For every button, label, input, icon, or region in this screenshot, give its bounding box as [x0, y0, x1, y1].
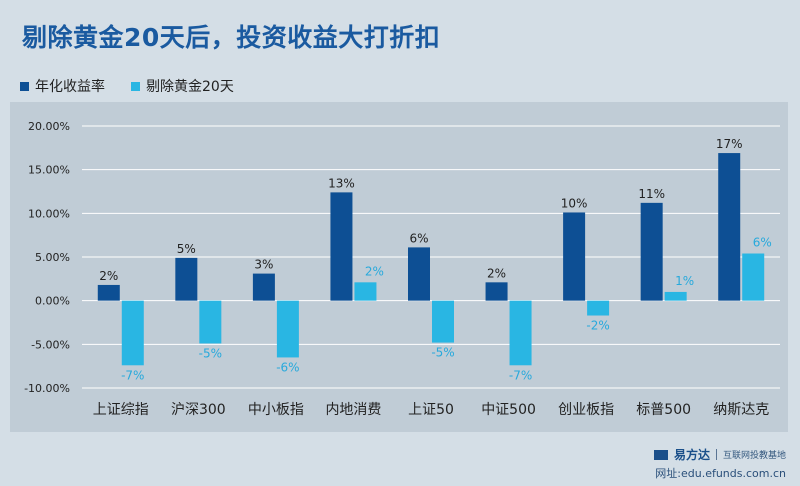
- legend-item-series1: 年化收益率: [20, 76, 105, 96]
- legend-item-series2: 剔除黄金20天: [131, 76, 234, 96]
- chart-title: 剔除黄金20天后，投资收益大打折扣: [22, 23, 441, 52]
- data-label-series2: -6%: [276, 360, 299, 374]
- legend-label-series1: 年化收益率: [35, 79, 105, 95]
- bar-series2: [587, 300, 610, 316]
- bar-series1: [97, 284, 120, 301]
- data-label-series2: 2%: [365, 264, 384, 278]
- x-category-label: 纳斯达克: [713, 402, 769, 418]
- x-category-label: 标普500: [636, 402, 691, 418]
- y-tick-label: 0.00%: [35, 295, 70, 308]
- y-tick-label: 10.00%: [28, 207, 70, 220]
- data-label-series1: 17%: [716, 137, 743, 151]
- bar-series1: [175, 257, 198, 301]
- legend-label-series2: 剔除黄金20天: [146, 79, 234, 95]
- x-category-label: 中证500: [481, 402, 536, 418]
- x-category-label: 上证综指: [93, 402, 149, 418]
- bar-series2: [664, 291, 687, 301]
- x-category-label: 创业板指: [558, 402, 614, 418]
- data-label-series2: -2%: [586, 319, 609, 333]
- bar-series1: [408, 247, 430, 301]
- y-tick-label: -10.00%: [24, 382, 70, 395]
- bar-series1: [330, 192, 353, 301]
- y-tick-label: 15.00%: [28, 164, 70, 177]
- bar-series2: [742, 253, 765, 301]
- legend-swatch-series2: [131, 81, 140, 91]
- x-category-label: 内地消费: [325, 402, 381, 418]
- data-label-series2: 1%: [675, 274, 694, 288]
- x-category-label: 上证50: [408, 402, 454, 418]
- legend-swatch-series1: [20, 81, 29, 91]
- logo-icon: [653, 449, 668, 460]
- data-label-series1: 10%: [561, 196, 588, 210]
- footer-url: 网址:edu.efunds.com.cn: [655, 467, 786, 480]
- legend: 年化收益率 剔除黄金20天: [20, 76, 234, 96]
- data-label-series1: 3%: [254, 258, 273, 272]
- y-tick-label: -5.00%: [31, 338, 70, 351]
- logo-divider: [715, 449, 717, 460]
- bar-series1: [485, 282, 508, 301]
- data-label-series2: -5%: [199, 346, 222, 360]
- bar-series1: [718, 153, 741, 301]
- data-label-series2: -7%: [509, 368, 532, 382]
- data-label-series1: 13%: [328, 176, 355, 190]
- bar-series2: [199, 300, 222, 344]
- y-tick-label: 5.00%: [35, 251, 70, 264]
- data-label-series1: 11%: [638, 187, 665, 201]
- data-label-series1: 6%: [409, 231, 428, 245]
- x-category-label: 沪深300: [171, 402, 226, 418]
- brand-name: 易方达: [673, 448, 710, 462]
- data-label-series1: 2%: [487, 266, 506, 280]
- bar-series2: [354, 282, 377, 301]
- data-label-series1: 2%: [99, 269, 118, 283]
- bar-series1: [640, 202, 663, 301]
- bar-series1: [252, 273, 275, 301]
- bar-series2: [432, 300, 454, 343]
- data-label-series1: 5%: [177, 242, 196, 256]
- data-label-series2: -7%: [121, 368, 144, 382]
- bar-series2: [121, 300, 144, 366]
- bar-series2: [276, 300, 299, 358]
- footer-logo: 易方达 互联网投教基地: [653, 446, 786, 463]
- bar-series2: [509, 300, 532, 366]
- brand-tagline: 互联网投教基地: [722, 451, 786, 461]
- y-tick-label: 20.00%: [28, 120, 70, 133]
- data-label-series2: -5%: [431, 346, 454, 360]
- x-category-label: 中小板指: [248, 402, 304, 418]
- data-label-series2: 6%: [753, 236, 772, 250]
- bar-series1: [563, 212, 586, 301]
